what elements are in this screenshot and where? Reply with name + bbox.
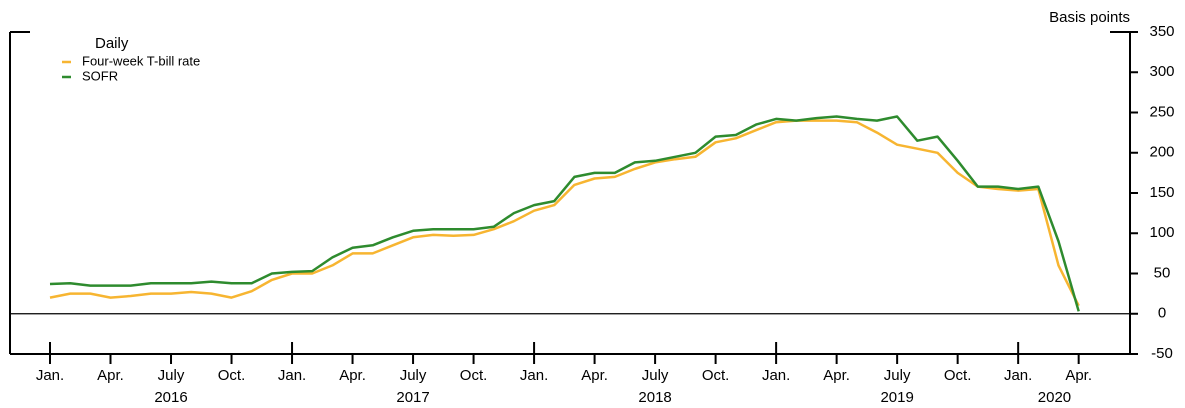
x-tick-label: Apr. — [823, 367, 850, 384]
y-tick-label: 300 — [1149, 63, 1174, 80]
y-tick-label: 150 — [1149, 184, 1174, 201]
year-label: 2017 — [396, 389, 429, 406]
series-line — [49, 115, 1080, 312]
x-tick-label: Oct. — [460, 367, 488, 384]
year-label: 2018 — [638, 389, 671, 406]
y-axis-label: Basis points — [1049, 9, 1130, 26]
x-tick-label: Apr. — [1065, 367, 1092, 384]
x-tick-label: Apr. — [97, 367, 124, 384]
y-tick-label: 100 — [1149, 224, 1174, 241]
y-tick-label: -50 — [1151, 345, 1173, 362]
x-tick-label: Apr. — [339, 367, 366, 384]
y-tick-label: 0 — [1158, 305, 1166, 322]
x-tick-label: Jan. — [520, 367, 548, 384]
x-tick-label: Jan. — [278, 367, 306, 384]
x-tick-label: Oct. — [944, 367, 972, 384]
year-label: 2019 — [880, 389, 913, 406]
x-tick-label: July — [642, 367, 669, 384]
x-tick-label: Oct. — [702, 367, 730, 384]
legend-title: Daily — [95, 35, 129, 52]
year-label: 2020 — [1038, 389, 1071, 406]
x-tick-label: Jan. — [1004, 367, 1032, 384]
x-tick-label: July — [400, 367, 427, 384]
y-tick-label: 350 — [1149, 23, 1174, 40]
x-tick-label: Oct. — [218, 367, 246, 384]
legend-label: Four-week T-bill rate — [82, 53, 200, 68]
x-tick-label: July — [158, 367, 185, 384]
y-tick-label: 200 — [1149, 144, 1174, 161]
x-tick-label: Jan. — [762, 367, 790, 384]
legend-label: SOFR — [82, 68, 118, 83]
y-tick-label: 50 — [1154, 264, 1171, 281]
y-tick-label: 250 — [1149, 103, 1174, 120]
x-tick-label: Apr. — [581, 367, 608, 384]
x-tick-label: Jan. — [36, 367, 64, 384]
year-label: 2016 — [154, 389, 187, 406]
x-tick-label: July — [884, 367, 911, 384]
series-line — [49, 119, 1080, 307]
